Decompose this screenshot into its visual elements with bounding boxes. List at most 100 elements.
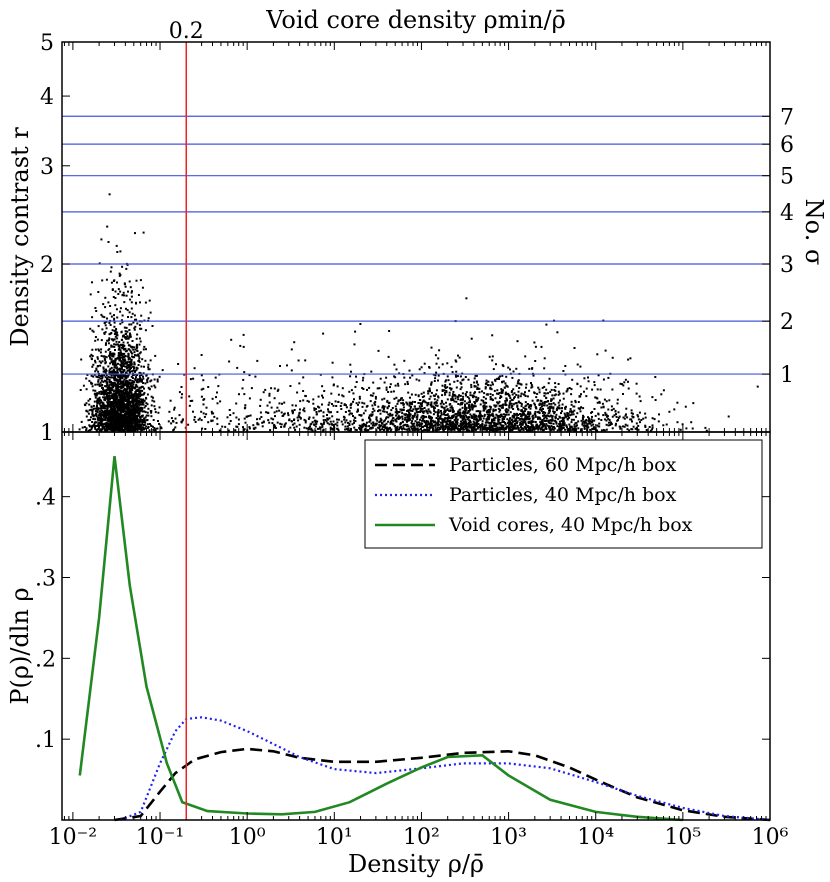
- scatter-point: [130, 410, 133, 413]
- scatter-point: [511, 404, 514, 407]
- scatter-point: [364, 409, 367, 412]
- scatter-point: [111, 382, 114, 385]
- scatter-point: [570, 403, 573, 406]
- scatter-point: [96, 392, 99, 395]
- scatter-point: [583, 426, 586, 429]
- scatter-point: [118, 272, 121, 275]
- scatter-point: [404, 383, 407, 386]
- scatter-point: [494, 404, 497, 407]
- scatter-point: [553, 427, 556, 430]
- scatter-point: [393, 425, 396, 427]
- scatter-point: [132, 401, 135, 404]
- scatter-point: [379, 425, 382, 427]
- scatter-point: [373, 409, 376, 412]
- scatter-point: [395, 396, 398, 399]
- scatter-point: [170, 417, 173, 420]
- scatter-point: [405, 428, 408, 431]
- scatter-point: [417, 402, 420, 404]
- scatter-point: [610, 405, 613, 408]
- scatter-point: [425, 409, 428, 412]
- scatter-point: [365, 425, 368, 428]
- scatter-point: [475, 419, 478, 422]
- scatter-point: [455, 400, 458, 403]
- scatter-point: [128, 372, 131, 374]
- scatter-point: [91, 348, 94, 351]
- scatter-point: [459, 429, 462, 432]
- scatter-point: [542, 407, 544, 410]
- scatter-point: [106, 317, 108, 320]
- scatter-point: [130, 316, 133, 319]
- scatter-point: [112, 395, 115, 398]
- scatter-point: [131, 377, 134, 379]
- scatter-point: [402, 406, 405, 409]
- scatter-point: [469, 391, 472, 394]
- scatter-point: [103, 379, 106, 382]
- scatter-point: [121, 373, 124, 376]
- scatter-point: [119, 382, 122, 385]
- scatter-point: [416, 421, 418, 424]
- scatter-point: [547, 415, 550, 417]
- scatter-point: [118, 383, 121, 386]
- scatter-point: [138, 426, 141, 429]
- scatter-point: [180, 421, 183, 424]
- scatter-point: [637, 415, 640, 418]
- scatter-point: [136, 419, 138, 422]
- scatter-point: [591, 419, 594, 422]
- scatter-point: [623, 381, 626, 384]
- scatter-point: [530, 404, 533, 407]
- scatter-point: [515, 384, 518, 387]
- scatter-point: [122, 411, 125, 414]
- scatter-point: [377, 410, 379, 413]
- scatter-point: [130, 385, 133, 388]
- scatter-point: [535, 407, 538, 410]
- scatter-point: [80, 420, 83, 423]
- scatter-point: [136, 343, 138, 346]
- scatter-point: [538, 426, 541, 429]
- scatter-point: [122, 409, 124, 412]
- scatter-point: [561, 422, 564, 425]
- scatter-point: [478, 391, 481, 394]
- scatter-point: [562, 421, 564, 424]
- scatter-point: [121, 408, 124, 411]
- scatter-point: [153, 378, 156, 381]
- scatter-point: [651, 424, 654, 427]
- scatter-point: [473, 426, 476, 429]
- scatter-point: [114, 395, 117, 398]
- scatter-point: [520, 409, 523, 412]
- scatter-point: [116, 371, 119, 374]
- scatter-point: [582, 415, 585, 418]
- scatter-point: [612, 407, 615, 410]
- scatter-point: [120, 385, 122, 388]
- scatter-point: [102, 415, 105, 418]
- scatter-point: [368, 386, 371, 389]
- scatter-point: [396, 427, 399, 430]
- scatter-point: [412, 417, 414, 420]
- scatter-point: [550, 405, 553, 408]
- scatter-point: [505, 427, 508, 429]
- scatter-point: [105, 369, 108, 372]
- scatter-point: [539, 406, 542, 409]
- scatter-point: [216, 391, 218, 394]
- scatter-point: [172, 429, 175, 432]
- scatter-point: [104, 416, 107, 419]
- scatter-point: [90, 374, 93, 377]
- scatter-point: [299, 417, 302, 419]
- scatter-point: [447, 423, 450, 426]
- scatter-point: [526, 415, 529, 418]
- scatter-point: [444, 414, 447, 417]
- scatter-point: [449, 425, 452, 428]
- scatter-point: [318, 427, 321, 430]
- scatter-point: [110, 396, 113, 399]
- scatter-point: [157, 411, 160, 414]
- scatter-point: [105, 374, 108, 377]
- scatter-point: [519, 423, 521, 426]
- scatter-point: [397, 414, 400, 417]
- scatter-point: [524, 355, 527, 358]
- scatter-point: [513, 412, 516, 415]
- scatter-point: [395, 414, 397, 417]
- scatter-point: [517, 414, 520, 416]
- scatter-point: [147, 366, 150, 369]
- scatter-point: [619, 427, 622, 430]
- scatter-point: [110, 406, 113, 408]
- scatter-point: [304, 421, 307, 424]
